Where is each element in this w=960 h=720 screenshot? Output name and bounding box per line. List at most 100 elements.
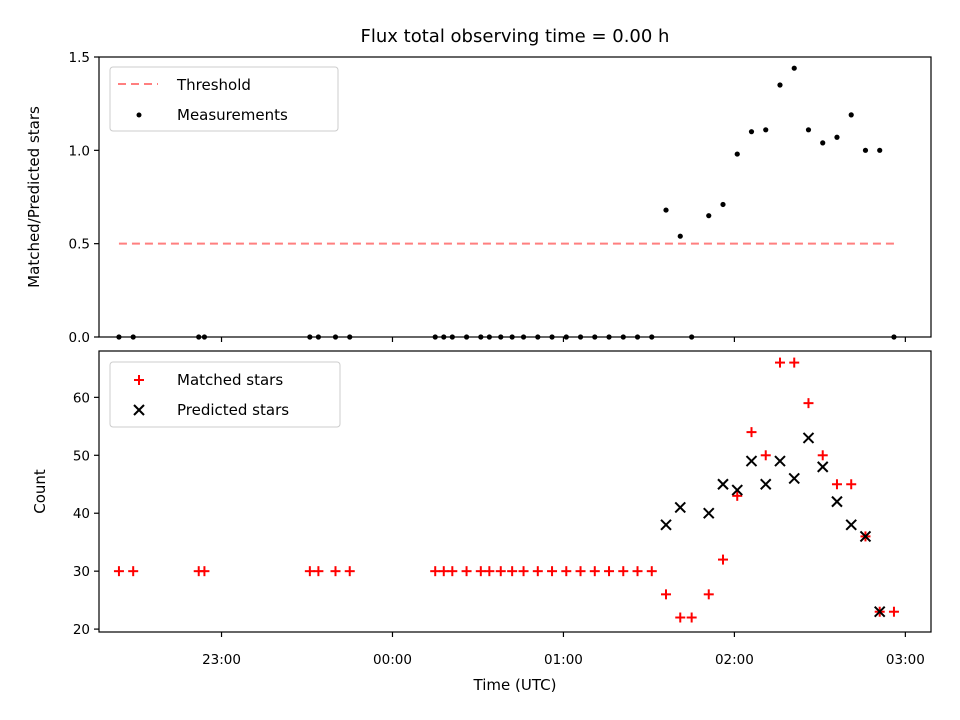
matched-stars-point [760, 450, 771, 461]
measurement-point [706, 213, 712, 219]
count-plot-frame [98, 350, 932, 633]
matched-stars-point [304, 566, 315, 577]
count-x-tick-label: 01:00 [544, 652, 583, 668]
ratio-y-tick-label: 1.0 [69, 143, 90, 159]
legend-measurements-symbol [136, 112, 142, 118]
measurement-point [848, 112, 854, 118]
matched-stars-point [703, 589, 714, 600]
predicted-stars-point [774, 455, 786, 467]
predicted-stars-point-b [802, 432, 815, 444]
matched-stars-point [618, 566, 629, 577]
matched-stars-point [789, 357, 800, 368]
predicted-stars-point-b [859, 530, 872, 543]
chart-title: Flux total observing time = 0.00 h [361, 26, 670, 47]
x-axis-label: Time (UTC) [473, 676, 557, 694]
measurement-point [877, 147, 883, 153]
ratio-legend: Threshold Measurements [109, 66, 339, 132]
matched-stars-point [430, 566, 441, 577]
predicted-stars-point [788, 472, 800, 485]
matched-stars-point [846, 479, 857, 490]
matched-stars-point [817, 450, 828, 461]
matched-stars-point [888, 606, 899, 617]
matched-stars-point [746, 427, 757, 438]
predicted-stars-point [874, 606, 886, 618]
matched-stars-point [113, 566, 124, 577]
matched-stars-point [461, 566, 472, 577]
legend-predicted-symbol [133, 404, 145, 416]
measurement-point [748, 129, 755, 135]
matched-stars-point [128, 566, 139, 577]
measurement-point [834, 134, 840, 140]
matched-stars-point [575, 566, 586, 577]
ratio-y-axis: 0.0 0.5 1.0 1.5 [69, 50, 99, 346]
matched-stars-point [518, 566, 529, 577]
ratio-plot-frame [98, 56, 932, 338]
predicted-stars-point-b [788, 472, 800, 485]
predicted-stars-point [731, 484, 743, 496]
ratio-y-tick-label: 0.5 [69, 237, 90, 253]
ratio-y-tick-label: 1.5 [69, 50, 90, 66]
count-y-tick-label: 20 [73, 622, 90, 638]
predicted-stars-point [845, 519, 857, 531]
matched-stars-point [675, 612, 686, 623]
measurement-point [791, 65, 797, 71]
measurement-point [720, 201, 726, 208]
matched-stars-point [447, 566, 458, 577]
matched-stars-point [589, 566, 600, 577]
legend-matched-symbol [134, 375, 144, 385]
count-y-tick-label: 60 [73, 390, 90, 406]
measurement-point [862, 147, 869, 153]
legend-x-mark-b [133, 404, 145, 416]
count-legend-box [109, 361, 341, 428]
legend-matched-label: Matched stars [177, 371, 283, 389]
matched-stars-point [313, 566, 324, 577]
measurement-point [777, 82, 783, 88]
matched-stars-point [495, 566, 506, 577]
count-y-axis: 20 30 40 50 60 [73, 390, 99, 638]
count-panel: Count Time (UTC) 20 30 40 50 60 23:00 00:00 01… [31, 350, 932, 694]
count-y-axis-label: Count [31, 469, 49, 514]
predicted-stars-point [817, 461, 829, 473]
ratio-panel: Flux total observing time = 0.00 h Match… [25, 26, 932, 346]
ratio-y-axis-label: Matched/Predicted stars [25, 106, 43, 288]
ratio-legend-box [109, 66, 339, 132]
predicted-stars-point [831, 495, 843, 508]
legend-predicted-label: Predicted stars [177, 401, 289, 419]
measurement-point [820, 140, 826, 146]
predicted-stars-point-b [731, 484, 743, 496]
matched-stars-point [646, 566, 657, 577]
predicted-stars-point-b [760, 478, 772, 490]
matched-stars-point [686, 612, 697, 623]
predicted-stars-point-b [831, 495, 843, 508]
count-y-tick-label: 50 [73, 448, 90, 464]
predicted-stars-point-b [874, 606, 886, 618]
measurement-point [805, 127, 812, 133]
matched-stars-point [344, 566, 355, 577]
predicted-stars-point [703, 507, 715, 519]
matched-stars-point [732, 490, 743, 501]
predicted-stars-point-b [717, 478, 729, 490]
matched-stars-point [475, 566, 486, 577]
matched-stars-point [632, 566, 643, 577]
matched-stars-point [604, 566, 615, 577]
predicted-stars-point-b [703, 507, 715, 519]
legend-plus-mark [134, 375, 144, 385]
predicted-stars-point-b [674, 501, 686, 514]
count-x-tick-label: 23:00 [202, 652, 241, 668]
ratio-x-axis [220, 337, 906, 342]
predicted-stars-point-b [745, 455, 758, 467]
matched-stars-point [774, 357, 785, 368]
count-x-axis: 23:00 00:00 01:00 02:00 03:00 [202, 632, 925, 668]
measurement-point [663, 207, 669, 213]
matched-stars-point [561, 566, 572, 577]
count-y-tick-label: 30 [73, 564, 90, 580]
matched-stars-point [661, 589, 672, 600]
count-legend: Matched stars Predicted stars [109, 361, 341, 428]
matched-stars-point [438, 566, 449, 577]
matched-stars-point [803, 398, 814, 409]
count-x-tick-label: 00:00 [373, 652, 412, 668]
predicted-stars-point-b [660, 519, 672, 531]
predicted-stars-point-b [817, 461, 829, 473]
predicted-stars-point [760, 478, 772, 490]
